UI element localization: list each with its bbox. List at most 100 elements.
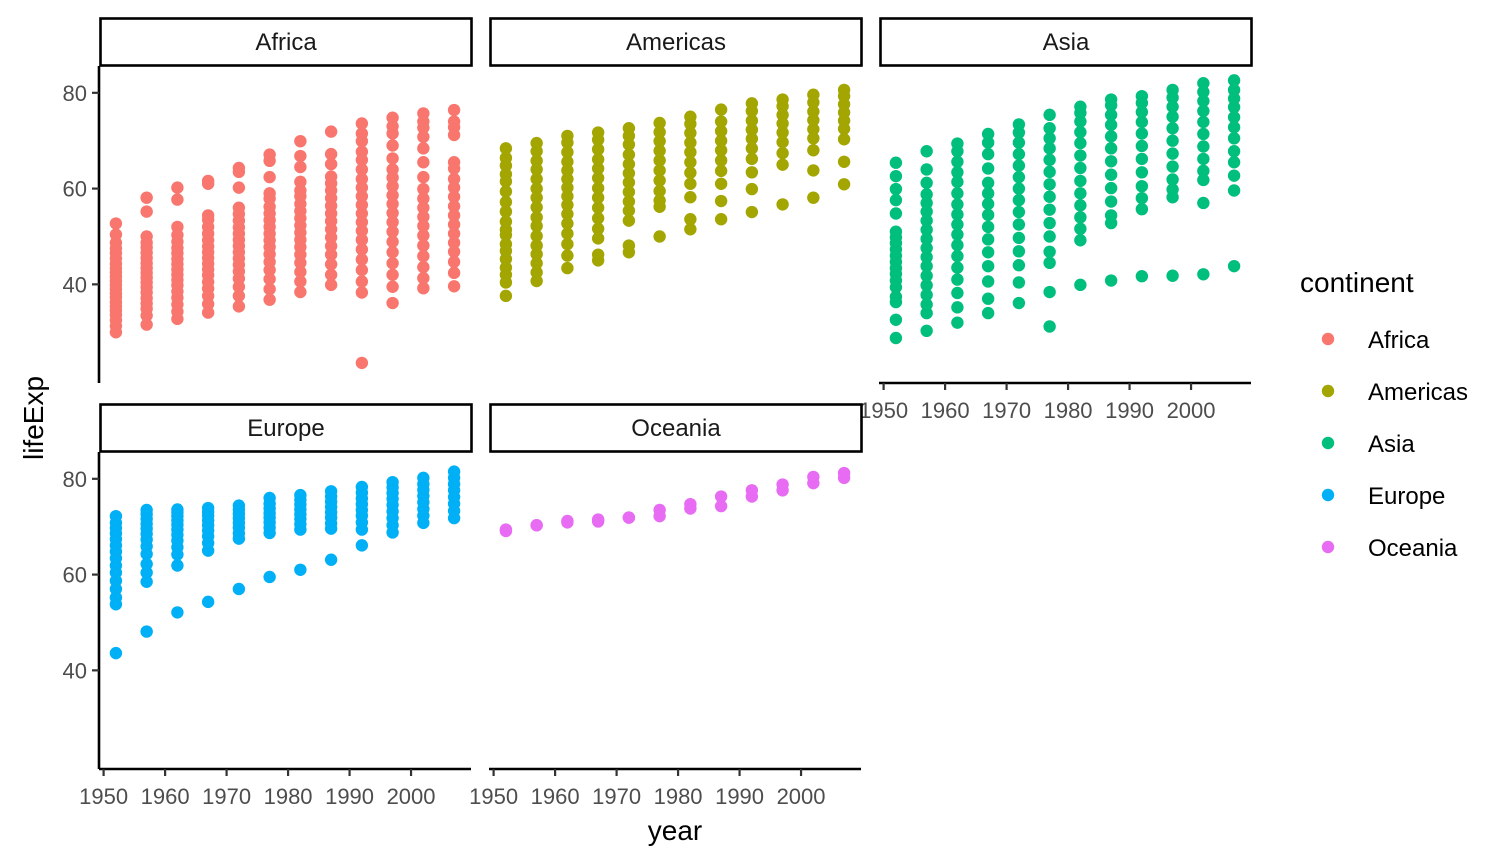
point-americas	[653, 134, 666, 148]
point-asia	[920, 232, 933, 246]
point-americas	[561, 198, 574, 212]
legend-label-europe: Europe	[1368, 483, 1445, 510]
point-asia	[1074, 136, 1087, 150]
point-americas	[622, 157, 636, 171]
point-europe	[140, 575, 153, 588]
point-oceania	[499, 523, 513, 536]
legend-label-oceania: Oceania	[1368, 535, 1458, 562]
point-americas	[653, 194, 666, 207]
point-africa	[417, 281, 430, 295]
point-asia	[1197, 104, 1210, 118]
point-asia	[951, 175, 964, 189]
point-asia	[1227, 184, 1241, 197]
point-asia	[1227, 145, 1241, 158]
point-americas	[714, 134, 728, 147]
point-americas	[684, 126, 697, 140]
point-asia	[1012, 193, 1026, 207]
point-africa	[386, 139, 399, 152]
point-americas	[530, 136, 543, 150]
point-americas	[807, 144, 820, 157]
point-africa	[355, 253, 369, 266]
point-africa	[386, 225, 399, 238]
point-asia	[1135, 202, 1149, 216]
point-asia	[1197, 268, 1210, 281]
point-americas	[653, 116, 666, 130]
point-africa	[294, 275, 307, 288]
point-africa	[447, 236, 461, 249]
x-tick-label: 1990	[715, 784, 764, 809]
point-africa	[140, 191, 153, 204]
point-asia	[1227, 83, 1241, 97]
point-americas	[745, 152, 759, 166]
point-asia	[889, 313, 903, 326]
point-americas	[714, 194, 728, 208]
point-asia	[920, 306, 933, 320]
point-americas	[684, 223, 697, 236]
x-tick-label: 2000	[387, 784, 436, 809]
x-tick-label: 1970	[592, 784, 641, 809]
point-americas	[591, 248, 605, 261]
point-oceania	[714, 490, 728, 503]
point-americas	[530, 154, 543, 168]
point-asia	[1166, 83, 1179, 97]
point-americas	[622, 239, 636, 252]
point-americas	[591, 162, 605, 175]
point-asia	[1104, 181, 1118, 195]
point-asia	[951, 166, 964, 179]
point-asia	[1012, 170, 1026, 184]
point-asia	[920, 145, 933, 158]
point-africa	[386, 111, 399, 124]
point-asia	[1074, 149, 1087, 162]
point-americas	[776, 198, 789, 211]
point-africa	[386, 296, 399, 310]
point-oceania	[807, 470, 820, 484]
point-asia	[1197, 127, 1210, 141]
point-africa	[294, 149, 307, 163]
point-americas	[561, 261, 574, 275]
point-asia	[1166, 147, 1179, 160]
point-asia	[889, 182, 903, 196]
point-asia	[1197, 115, 1210, 129]
point-africa	[140, 318, 153, 331]
point-africa	[447, 156, 461, 169]
point-africa	[386, 257, 399, 270]
point-europe	[140, 503, 153, 517]
point-africa	[171, 181, 184, 194]
legend-key-asia	[1321, 436, 1335, 450]
point-asia	[1135, 270, 1149, 283]
point-africa	[417, 182, 430, 196]
point-europe	[109, 646, 123, 660]
point-americas	[684, 191, 697, 204]
point-africa	[355, 198, 369, 212]
point-africa	[324, 239, 338, 253]
point-africa	[417, 271, 430, 285]
point-americas	[561, 181, 574, 194]
point-oceania	[530, 519, 543, 532]
point-asia	[1012, 276, 1026, 289]
point-asia	[1135, 127, 1149, 140]
point-asia	[1197, 164, 1210, 178]
x-tick-label: 1970	[982, 398, 1031, 423]
point-europe	[447, 465, 461, 478]
point-americas	[499, 289, 513, 303]
point-americas	[499, 168, 513, 181]
x-tick-label: 1960	[141, 784, 190, 809]
point-asia	[920, 188, 933, 201]
point-americas	[837, 133, 851, 146]
point-americas	[499, 215, 513, 228]
point-africa	[447, 200, 461, 213]
point-africa	[386, 206, 399, 220]
point-asia	[951, 228, 964, 241]
point-africa	[355, 215, 369, 229]
point-africa	[386, 246, 399, 259]
point-africa	[140, 230, 153, 243]
point-asia	[1166, 100, 1179, 113]
point-asia	[1104, 142, 1118, 155]
point-asia	[1104, 118, 1118, 132]
point-africa	[447, 181, 461, 194]
point-asia	[1043, 256, 1056, 270]
point-asia	[1012, 182, 1026, 195]
point-asia	[1012, 245, 1026, 258]
